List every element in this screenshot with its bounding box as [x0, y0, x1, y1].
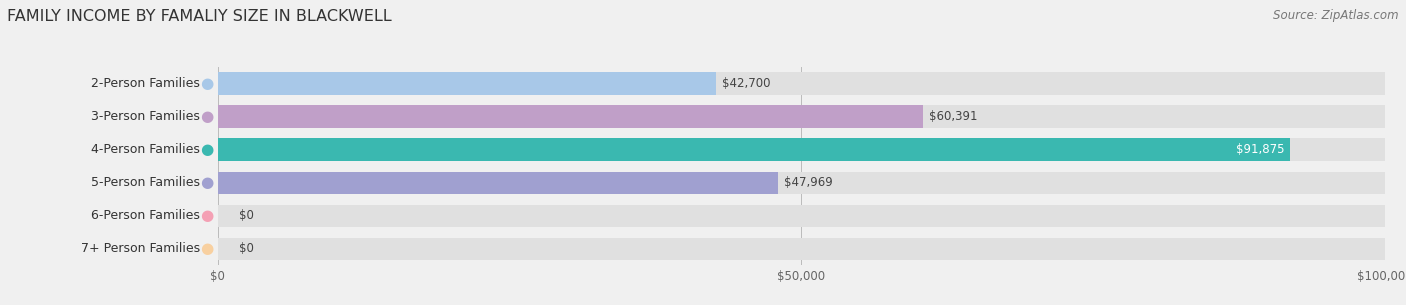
Text: $47,969: $47,969	[783, 176, 832, 189]
Text: FAMILY INCOME BY FAMALIY SIZE IN BLACKWELL: FAMILY INCOME BY FAMALIY SIZE IN BLACKWE…	[7, 9, 392, 24]
Text: $42,700: $42,700	[723, 77, 770, 90]
Text: 7+ Person Families: 7+ Person Families	[80, 242, 200, 255]
Bar	[218, 72, 1385, 95]
Text: 2-Person Families: 2-Person Families	[91, 77, 200, 90]
Text: 3-Person Families: 3-Person Families	[91, 110, 200, 123]
Bar	[218, 138, 1385, 161]
Text: ●: ●	[200, 208, 214, 223]
Bar	[218, 106, 1385, 128]
Bar	[218, 106, 922, 128]
Text: ●: ●	[200, 241, 214, 256]
Text: 4-Person Families: 4-Person Families	[91, 143, 200, 156]
Text: 6-Person Families: 6-Person Families	[91, 209, 200, 222]
Text: ●: ●	[200, 175, 214, 190]
Text: ●: ●	[200, 109, 214, 124]
Text: $0: $0	[239, 209, 254, 222]
Bar	[218, 72, 716, 95]
Text: 5-Person Families: 5-Person Families	[90, 176, 200, 189]
Bar	[218, 171, 778, 194]
Bar	[218, 171, 1385, 194]
Text: $60,391: $60,391	[928, 110, 977, 123]
Text: $0: $0	[239, 242, 254, 255]
Text: ●: ●	[200, 142, 214, 157]
Text: Source: ZipAtlas.com: Source: ZipAtlas.com	[1274, 9, 1399, 22]
Text: $91,875: $91,875	[1236, 143, 1284, 156]
Text: ●: ●	[200, 76, 214, 91]
Bar	[218, 238, 1385, 260]
Bar	[218, 138, 1291, 161]
Bar	[218, 205, 1385, 227]
